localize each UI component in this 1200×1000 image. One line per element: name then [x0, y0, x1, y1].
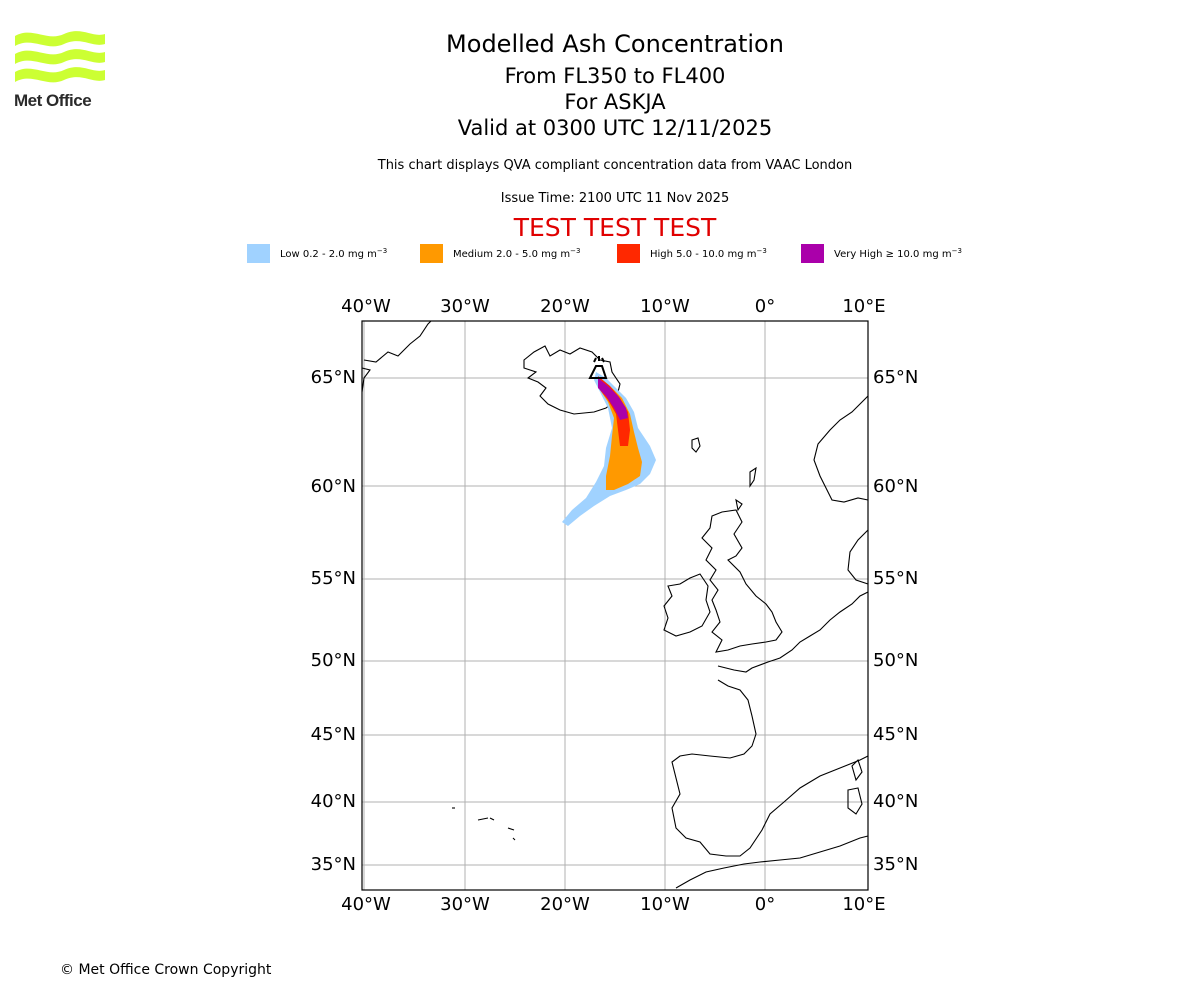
legend-swatch-low: [247, 244, 270, 263]
lat-label-right-55n: 55°N: [873, 568, 918, 589]
legend-exp-medium: −3: [570, 247, 581, 255]
ash-low-region: [562, 372, 656, 526]
lon-label-bottom-40w: 40°W: [341, 894, 391, 915]
ash-very-high-region: [598, 378, 628, 420]
legend-label-very-high: Very High ≥ 10.0 mg m: [834, 249, 952, 260]
test-banner: TEST TEST TEST: [513, 213, 717, 242]
legend-exp-very-high: −3: [951, 247, 962, 255]
lon-label-top-10e: 10°E: [842, 296, 885, 317]
lon-label-bottom-0: 0°: [755, 894, 775, 915]
lon-label-top-0: 0°: [755, 296, 775, 317]
lat-label-left-60n: 60°N: [311, 476, 356, 497]
lat-label-right-60n: 60°N: [873, 476, 918, 497]
issue-time: Issue Time: 2100 UTC 11 Nov 2025: [500, 191, 730, 206]
lat-label-left-50n: 50°N: [311, 650, 356, 671]
lon-label-bottom-30w: 30°W: [440, 894, 490, 915]
volcano-name: For ASKJA: [564, 90, 666, 114]
map-gridlines: [362, 321, 868, 890]
lat-label-right-45n: 45°N: [873, 724, 918, 745]
ash-plume: [562, 372, 656, 526]
legend-exp-low: −3: [376, 247, 388, 255]
volcano-icon: [588, 356, 608, 379]
lon-label-bottom-10e: 10°E: [842, 894, 885, 915]
chart-title: Modelled Ash Concentration: [446, 30, 784, 58]
copyright: © Met Office Crown Copyright: [60, 962, 272, 978]
legend-swatch-high: [617, 244, 640, 263]
lon-label-bottom-20w: 20°W: [540, 894, 590, 915]
lon-label-top-10w: 10°W: [640, 296, 690, 317]
lat-label-left-40n: 40°N: [311, 791, 356, 812]
lat-label-right-35n: 35°N: [873, 854, 918, 875]
legend-label-high: High 5.0 - 10.0 mg m: [650, 249, 757, 260]
legend-swatch-very-high: [801, 244, 824, 263]
lat-label-right-50n: 50°N: [873, 650, 918, 671]
lat-label-right-65n: 65°N: [873, 367, 918, 388]
lon-label-top-20w: 20°W: [540, 296, 590, 317]
legend-exp-high: −3: [756, 247, 767, 255]
qva-note: This chart displays QVA compliant concen…: [377, 158, 853, 173]
lon-label-top-40w: 40°W: [341, 296, 391, 317]
legend-swatch-medium: [420, 244, 443, 263]
lat-label-left-55n: 55°N: [311, 568, 356, 589]
legend-label-medium: Medium 2.0 - 5.0 mg m: [453, 249, 571, 260]
lat-label-left-45n: 45°N: [311, 724, 356, 745]
map-frame: [361, 320, 869, 891]
lon-label-top-30w: 30°W: [440, 296, 490, 317]
lon-label-bottom-10w: 10°W: [640, 894, 690, 915]
lat-label-right-40n: 40°N: [873, 791, 918, 812]
coastlines: [361, 320, 869, 889]
lat-label-left-35n: 35°N: [311, 854, 356, 875]
lat-label-left-65n: 65°N: [311, 367, 356, 388]
valid-time: Valid at 0300 UTC 12/11/2025: [457, 116, 773, 140]
logo-text: Met Office: [14, 91, 92, 110]
legend-label-low: Low 0.2 - 2.0 mg m: [280, 249, 377, 260]
met-office-logo: [15, 31, 105, 83]
flight-levels: From FL350 to FL400: [504, 64, 726, 88]
